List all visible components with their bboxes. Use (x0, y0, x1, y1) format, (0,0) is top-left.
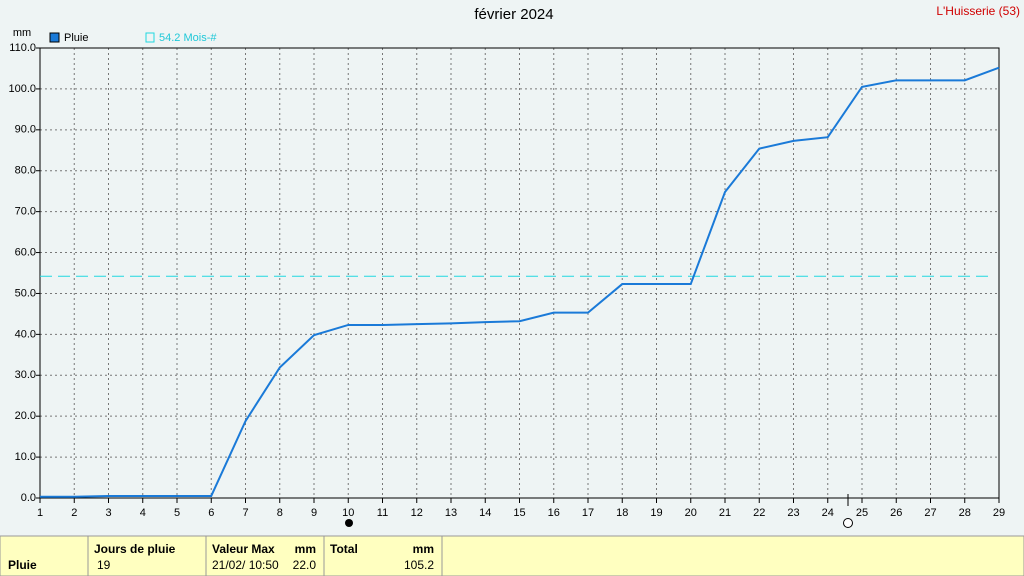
x-tick-label: 18 (616, 507, 628, 519)
y-tick-label: 80.0 (15, 165, 36, 177)
y-tick-label: 40.0 (15, 328, 36, 340)
legend-swatch (145, 32, 155, 43)
x-tick-label: 26 (890, 507, 902, 519)
x-tick-label: 20 (685, 507, 697, 519)
x-tick-label: 21 (719, 507, 731, 519)
col-header: Total (330, 542, 358, 556)
col-unit: mm (295, 542, 316, 556)
legend-swatch (49, 32, 60, 43)
x-tick-label: 24 (822, 507, 834, 519)
cell: 19 (97, 558, 111, 572)
x-tick-label: 28 (959, 507, 971, 519)
x-tick-label: 17 (582, 507, 594, 519)
series-line (40, 66, 1000, 498)
y-tick-label: 30.0 (15, 369, 36, 381)
x-tick-label: 9 (311, 507, 317, 519)
x-tick-label: 13 (445, 507, 457, 519)
y-tick-label: 110.0 (9, 42, 36, 54)
x-tick-label: 5 (174, 507, 180, 519)
y-tick-label: 70.0 (15, 206, 36, 218)
plot-frame (39, 47, 1000, 499)
col-unit: mm (413, 542, 434, 556)
legend-label: Pluie (64, 32, 88, 44)
y-tick-label: 50.0 (15, 287, 36, 299)
table-bg (0, 535, 1024, 576)
x-tick-label: 7 (242, 507, 248, 519)
legend-label: 54.2 Mois-# (159, 32, 217, 44)
x-tick-label: 4 (140, 507, 146, 519)
x-tick-label: 6 (208, 507, 214, 519)
cell: 21/02/ 10:50 (212, 558, 279, 572)
x-tick-label: 19 (650, 507, 662, 519)
x-tick-label: 25 (856, 507, 868, 519)
chart-title: février 2024 (474, 6, 553, 23)
stats-table: Pluie Jours de pluie 19 Valeur Max mm 21… (0, 535, 1024, 576)
x-tick-label: 14 (479, 507, 491, 519)
plot-area: 0.0 10.0 20.0 30.0 40.0 50.0 60.0 70.0 80.0 90.0 1… (8, 42, 1005, 519)
y-tick-label: 10.0 (15, 451, 36, 463)
y-tick-label: 90.0 (15, 124, 36, 136)
x-tick-label: 10 (342, 507, 354, 519)
x-tick-label: 23 (787, 507, 799, 519)
x-tick-label: 29 (993, 507, 1005, 519)
y-tick-label: 20.0 (15, 410, 36, 422)
col-header: Jours de pluie (94, 542, 176, 556)
x-tick-label: 16 (548, 507, 560, 519)
moon-icon (843, 518, 853, 528)
col-header: Valeur Max (212, 542, 275, 556)
y-tick-label: 60.0 (15, 246, 36, 258)
cell: 22.0 (293, 558, 317, 572)
x-tick-label: 1 (37, 507, 43, 519)
row-label: Pluie (8, 558, 37, 572)
x-tick-label: 3 (105, 507, 111, 519)
y-tick-label: 100.0 (8, 83, 36, 95)
x-tick-label: 15 (513, 507, 525, 519)
cell: 105.2 (404, 558, 434, 572)
x-tick-label: 22 (753, 507, 765, 519)
y-unit: mm (13, 27, 31, 39)
x-tick-label: 27 (924, 507, 936, 519)
x-tick-label: 12 (411, 507, 423, 519)
location: L'Huisserie (53) (936, 4, 1020, 18)
y-tick-label: 0.0 (21, 492, 36, 504)
moon-icon (345, 519, 353, 527)
x-tick-label: 11 (377, 507, 388, 519)
x-tick-label: 2 (71, 507, 77, 519)
x-tick-label: 8 (277, 507, 283, 519)
